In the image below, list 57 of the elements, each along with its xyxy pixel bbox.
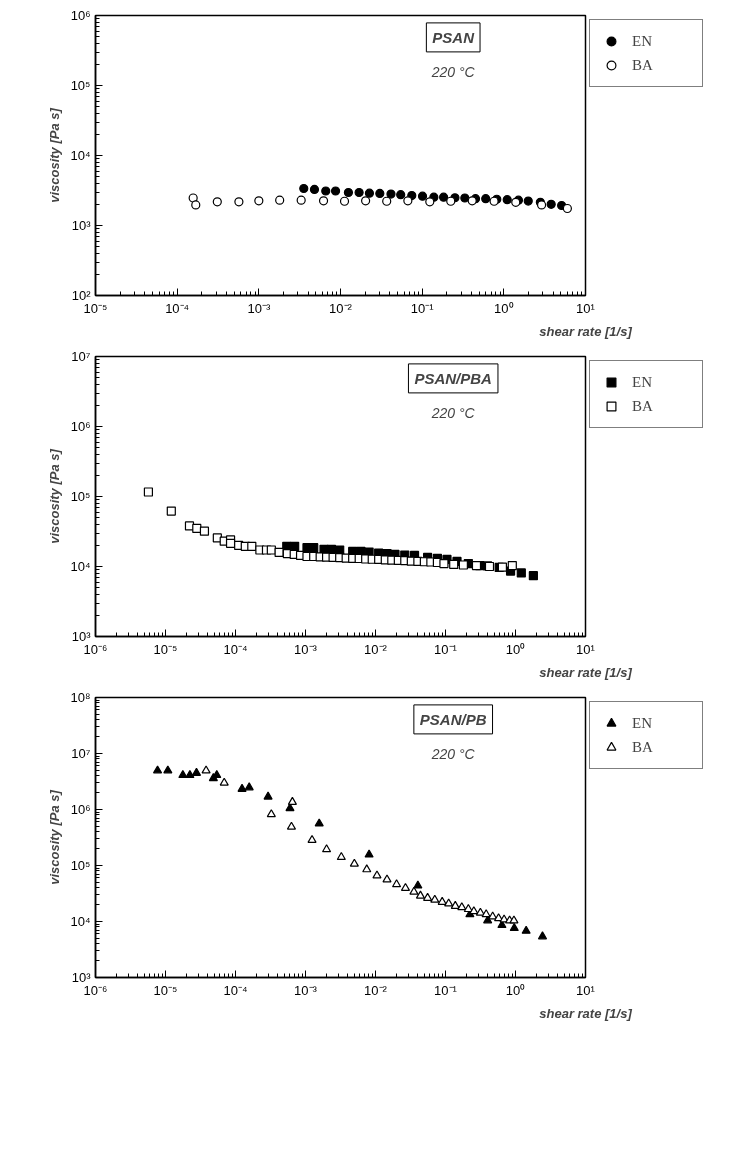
y-tick-label: 10⁸ <box>70 690 91 705</box>
x-tick-label: 10⁰ <box>494 300 514 316</box>
x-tick-label: 10⁻² <box>329 300 353 316</box>
y-tick-label: 10⁴ <box>70 148 91 163</box>
y-tick-label: 10³ <box>71 218 92 233</box>
y-tick-label: 10³ <box>71 629 92 644</box>
y-tick-label: 10⁵ <box>70 858 91 873</box>
x-tick-label: 10⁻¹ <box>434 641 458 657</box>
x-tick-label: 10¹ <box>576 641 596 657</box>
text: PSAN/PBA <box>414 369 492 387</box>
x-tick-label: 10⁻³ <box>294 982 318 998</box>
text: 220 °C <box>430 745 476 762</box>
x-tick-label: 10⁰ <box>505 982 526 998</box>
x-tick-label: 10⁻⁵ <box>153 641 178 657</box>
legend-label: BA <box>632 56 654 74</box>
x-tick-label: 10⁰ <box>505 641 526 657</box>
x-tick-label: 10⁻³ <box>247 300 271 316</box>
text: PSAN/PB <box>419 710 487 728</box>
x-axis-title: shear rate [1/s] <box>539 1005 633 1021</box>
y-tick-label: 10⁴ <box>70 559 91 574</box>
x-tick-label: 10⁻⁵ <box>83 300 108 316</box>
x-tick-label: 10⁻² <box>364 641 388 657</box>
y-tick-label: 10² <box>71 288 92 303</box>
y-tick-label: 10⁷ <box>71 746 91 761</box>
y-tick-label: 10⁶ <box>70 802 91 817</box>
y-tick-label: 10⁵ <box>70 489 91 504</box>
x-tick-label: 10⁻⁴ <box>223 982 248 998</box>
text: 220 °C <box>430 63 476 80</box>
x-tick-label: 10⁻³ <box>294 641 318 657</box>
legend-label: BA <box>632 397 654 415</box>
y-axis-title: viscosity [Pa s] <box>47 107 63 203</box>
y-axis-title: viscosity [Pa s] <box>47 789 63 885</box>
x-tick-label: 10⁻¹ <box>410 300 435 316</box>
x-axis-title: shear rate [1/s] <box>539 323 633 339</box>
y-tick-label: 10⁶ <box>70 8 91 23</box>
x-tick-label: 10⁻⁵ <box>153 982 178 998</box>
text: PSAN <box>432 28 476 46</box>
y-tick-label: 10⁶ <box>70 419 91 434</box>
x-axis-title: shear rate [1/s] <box>539 664 633 680</box>
x-tick-label: 10¹ <box>576 982 596 998</box>
y-tick-label: 10³ <box>71 970 92 985</box>
legend-label: EN <box>632 32 653 50</box>
x-tick-label: 10⁻¹ <box>434 982 458 998</box>
legend-label: EN <box>632 714 653 732</box>
text: 220 °C <box>430 404 476 421</box>
y-tick-label: 10⁴ <box>70 914 91 929</box>
x-tick-label: 10¹ <box>576 300 596 316</box>
x-tick-label: 10⁻⁴ <box>165 300 190 316</box>
y-tick-label: 10⁷ <box>71 349 91 364</box>
x-tick-label: 10⁻⁶ <box>83 982 108 998</box>
legend-label: BA <box>632 738 654 756</box>
y-axis-title: viscosity [Pa s] <box>47 448 63 544</box>
x-tick-label: 10⁻⁴ <box>223 641 248 657</box>
x-tick-label: 10⁻⁶ <box>83 641 108 657</box>
y-tick-label: 10⁵ <box>70 78 91 93</box>
x-tick-label: 10⁻² <box>364 982 388 998</box>
legend-label: EN <box>632 373 653 391</box>
